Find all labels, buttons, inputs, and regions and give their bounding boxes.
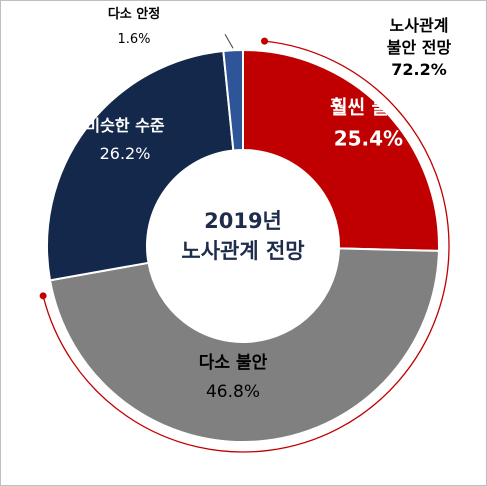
slice-value-훨씬-불안: 25.4% [334,126,403,150]
slice-value-다소-불안: 46.8% [206,382,260,402]
slice-label-다소-불안: 다소 불안 [199,353,268,373]
center-title: 2019년 노사관계 전망 [181,209,304,263]
slice-value-다소-안정: 1.6% [117,32,150,47]
slice-label-훨씬-불안: 훨씬 불안 [330,96,407,118]
annotation-text: 노사관계 불안 전망 72.2% [387,16,452,79]
slice-다소-불안 [48,247,440,443]
annotation-arc [42,40,450,453]
slice-value-비슷한-수준: 26.2% [100,144,151,163]
slice-다소-안정 [222,48,244,152]
slice-훨씬-불안 [242,48,440,252]
annotation-arc-start-dot [261,37,269,45]
small-slice-leader-line [224,34,234,49]
annotation-arc-end-dot [39,292,47,300]
slice-비슷한-수준 [46,49,235,282]
slice-label-다소-안정: 다소 안정 [108,6,160,22]
slice-label-비슷한-수준: 비슷한 수준 [85,116,164,135]
